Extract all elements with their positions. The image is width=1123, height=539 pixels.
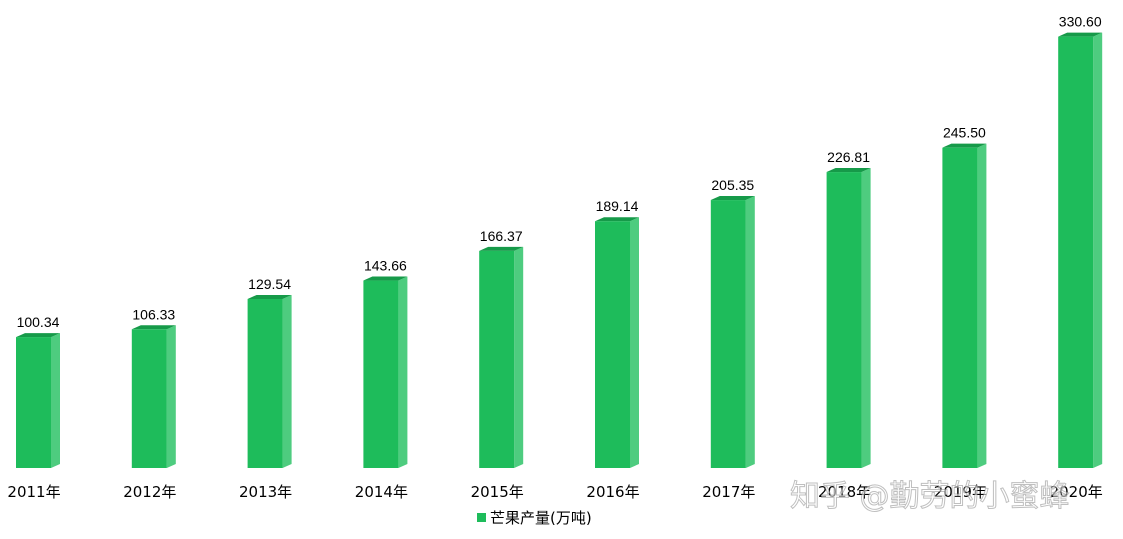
bar-2018年 [826,168,871,468]
bar-top-face [710,196,755,201]
bar-2016年 [595,217,639,468]
bar-2017年 [710,196,755,468]
category-label: 2011年 [7,483,60,501]
category-labels-group: 2011年 2012年 2013年 2014年 2015年 2016年 2017年 2018年… [7,483,1102,501]
value-label: 106.33 [132,306,175,322]
bar-front-face [595,221,630,468]
category-label: 2019年 [934,483,987,501]
value-label: 245.50 [943,125,986,141]
bar-2019年 [942,143,987,468]
value-label: 330.60 [1059,14,1102,30]
value-label: 226.81 [827,149,870,165]
bar-front-face [363,280,399,468]
bar-front-face [1058,36,1094,469]
bar-side-face [514,246,524,468]
bar-2013年 [247,294,292,468]
bar-front-face [942,147,978,468]
bar-2011年 [16,333,60,468]
bar-side-face [630,217,639,468]
category-label: 2012年 [123,483,176,501]
category-label: 2015年 [471,483,524,501]
bar-2015年 [479,246,524,468]
bar-side-face [166,325,176,468]
watermark: 知乎 @勤劳的小蜜蜂 [790,479,1070,514]
category-label: 2014年 [355,483,408,501]
value-label: 189.14 [596,198,639,214]
value-label: 143.66 [364,258,407,274]
category-label: 2016年 [586,483,639,501]
bar-front-face [247,298,283,468]
value-label: 166.37 [480,228,523,244]
bar-side-face [51,333,60,468]
value-label: 205.35 [711,177,754,193]
legend: 芒果产量(万吨) [477,509,592,527]
bar-side-face [977,143,987,468]
bar-side-face [398,276,408,468]
bars-group [16,32,1103,469]
bar-top-face [247,294,292,299]
bar-top-face [1058,32,1103,37]
value-label: 100.34 [17,314,60,330]
bar-top-face [131,325,176,330]
legend-label: 芒果产量(万吨) [490,509,592,527]
bar-2012年 [131,325,176,468]
bar-top-face [16,333,60,338]
bar-2014年 [363,276,408,468]
category-label: 2017年 [702,483,755,501]
bar-side-face [282,294,292,468]
bar-side-face [861,168,871,468]
bar-front-face [479,250,515,468]
bar-top-face [479,246,524,251]
bar-top-face [595,217,639,222]
bar-side-face [1093,32,1103,469]
category-label: 2018年 [818,483,871,501]
bar-top-face [826,168,871,173]
bar-front-face [16,337,51,468]
bar-front-face [826,172,862,468]
bar-2020年 [1058,32,1103,469]
value-labels-group: 100.34 106.33 129.54 143.66 166.37 189.14 205.… [17,14,1102,330]
value-label: 129.54 [248,276,291,292]
bar-side-face [745,196,755,468]
bar-top-face [942,143,987,148]
bar-front-face [131,329,167,468]
bar-top-face [363,276,408,281]
category-label: 2013年 [239,483,292,501]
bar-front-face [710,200,746,468]
legend-swatch [477,513,486,522]
category-label: 2020年 [1050,483,1103,501]
